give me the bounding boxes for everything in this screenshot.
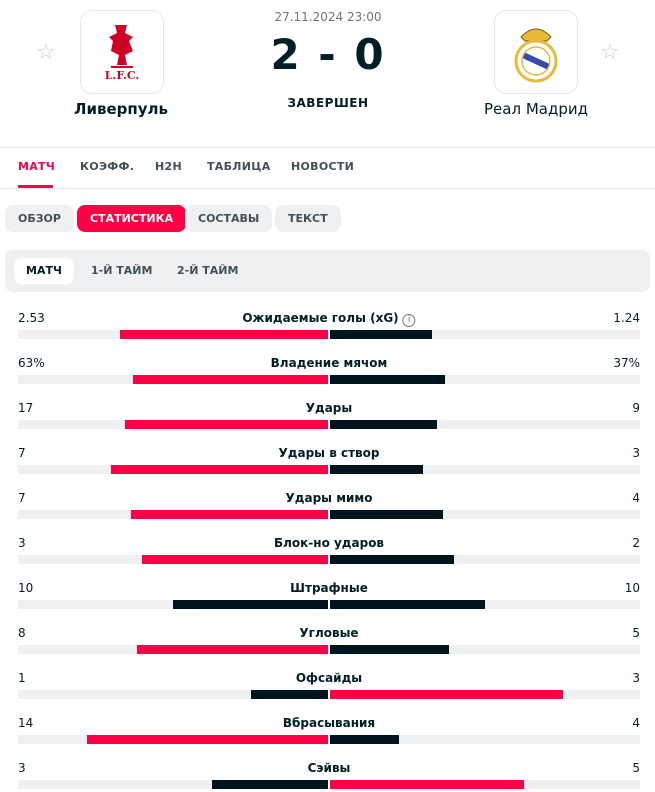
home-bar <box>119 330 328 339</box>
tab[interactable]: МАТЧ <box>18 160 56 173</box>
stat-name: Владение мячом <box>270 356 388 370</box>
bar-track <box>330 600 640 609</box>
tab[interactable]: H2H <box>155 160 182 173</box>
away-bar <box>330 465 423 474</box>
away-bar <box>330 645 450 654</box>
home-bar <box>250 690 328 699</box>
away-bar <box>330 510 443 519</box>
away-bar <box>330 330 432 339</box>
home-bar <box>137 645 328 654</box>
bar-track <box>18 780 328 789</box>
stat-name: Штрафные <box>290 581 368 595</box>
away-crest <box>514 28 558 83</box>
home-bar <box>142 555 328 564</box>
info-icon[interactable]: i <box>402 314 416 327</box>
stat-name: Блок-но ударов <box>273 536 385 550</box>
home-value: 14 <box>18 716 34 730</box>
away-value: 37% <box>613 356 640 370</box>
home-logo[interactable]: L.F.C. <box>80 10 164 94</box>
away-bar <box>330 735 399 744</box>
period-bar <box>5 250 650 292</box>
away-value: 3 <box>632 671 640 685</box>
away-bar <box>330 780 524 789</box>
subtab[interactable]: СТАТИСТИКА <box>77 205 187 232</box>
logo-text: L.F.C. <box>105 69 140 82</box>
away-bar <box>330 420 438 429</box>
away-value: 4 <box>632 491 640 505</box>
period-tab[interactable]: 1-Й ТАЙМ <box>91 264 153 277</box>
bar-track <box>330 735 640 744</box>
subtab[interactable]: ТЕКСТ <box>275 205 341 232</box>
bar-track <box>330 420 640 429</box>
bar-track <box>330 645 640 654</box>
home-crest: L.F.C. <box>105 25 140 82</box>
away-logo[interactable] <box>494 10 578 94</box>
bar-track <box>330 375 640 384</box>
home-bar <box>211 780 328 789</box>
home-value: 7 <box>18 446 26 460</box>
away-value: 4 <box>632 716 640 730</box>
away-value: 9 <box>632 401 640 415</box>
score: 2 - 0 <box>270 30 386 79</box>
bar-track <box>18 690 328 699</box>
stat-name: Удары мимо <box>285 491 373 505</box>
home-value: 10 <box>18 581 34 595</box>
period-tab[interactable]: МАТЧ <box>14 258 74 284</box>
bar-track <box>330 330 640 339</box>
away-bar <box>330 690 563 699</box>
tab[interactable]: КОЭФФ. <box>80 160 135 173</box>
home-value: 2.53 <box>18 311 45 325</box>
away-value: 3 <box>632 446 640 460</box>
active-tab-underline <box>18 185 53 188</box>
tab[interactable]: ТАБЛИЦА <box>207 160 271 173</box>
away-value: 1.24 <box>613 311 640 325</box>
stat-name: Офсайды <box>295 671 363 685</box>
subtab[interactable]: ОБЗОР <box>5 205 74 232</box>
bar-track <box>330 555 640 564</box>
stat-name: Ожидаемые голы (xG) i <box>242 311 416 327</box>
away-team-name[interactable]: Реал Мадрид <box>484 100 588 118</box>
favorite-star[interactable]: ☆ <box>36 40 56 65</box>
home-value: 3 <box>18 761 26 775</box>
home-bar <box>125 420 328 429</box>
home-bar <box>86 735 328 744</box>
home-value: 63% <box>18 356 45 370</box>
away-bar <box>330 375 445 384</box>
stat-name: Удары в створ <box>278 446 380 460</box>
home-value: 3 <box>18 536 26 550</box>
home-bar <box>130 510 328 519</box>
favorite-star[interactable]: ☆ <box>600 40 620 65</box>
bar-track <box>330 465 640 474</box>
home-bar <box>173 600 328 609</box>
stat-name: Вбрасывания <box>282 716 376 730</box>
home-value: 7 <box>18 491 26 505</box>
away-value: 5 <box>632 761 640 775</box>
stat-name: Удары <box>305 401 353 415</box>
home-bar <box>111 465 328 474</box>
home-bar <box>132 375 328 384</box>
subtab[interactable]: СОСТАВЫ <box>185 205 273 232</box>
match-datetime: 27.11.2024 23:00 <box>274 10 382 24</box>
home-value: 8 <box>18 626 26 640</box>
home-value: 1 <box>18 671 26 685</box>
period-tab[interactable]: 2-Й ТАЙМ <box>177 264 239 277</box>
away-bar <box>330 600 485 609</box>
tab[interactable]: НОВОСТИ <box>291 160 355 173</box>
home-team-name[interactable]: Ливерпуль <box>74 100 168 118</box>
bar-track <box>330 510 640 519</box>
away-bar <box>330 555 454 564</box>
home-value: 17 <box>18 401 34 415</box>
away-value: 10 <box>624 581 640 595</box>
match-status: ЗАВЕРШЕН <box>287 96 369 110</box>
divider <box>0 147 655 148</box>
stat-name: Сэйвы <box>307 761 351 775</box>
stat-name: Угловые <box>299 626 359 640</box>
divider <box>0 188 655 189</box>
away-value: 5 <box>632 626 640 640</box>
away-value: 2 <box>632 536 640 550</box>
